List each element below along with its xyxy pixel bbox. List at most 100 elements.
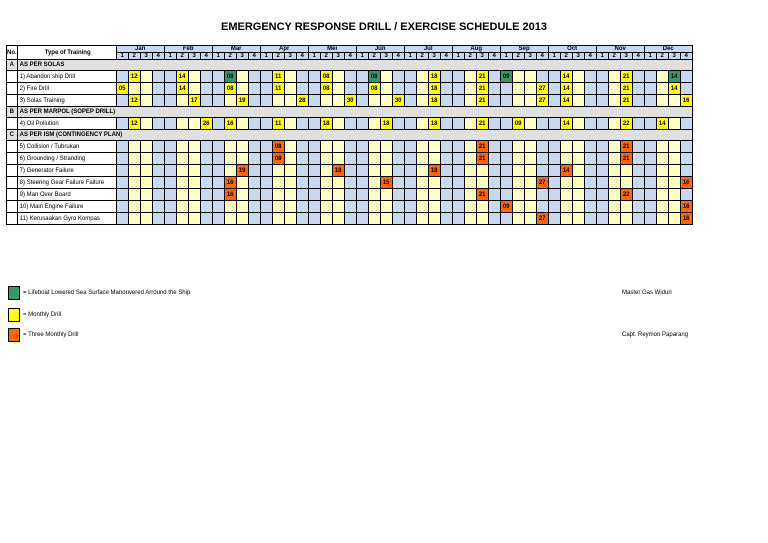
schedule-cell — [295, 70, 309, 83]
legend-three-monthly: = Three Monthly Drill — [23, 332, 79, 338]
drill-date: 14 — [559, 164, 573, 177]
week-header: 4 — [343, 52, 357, 60]
schedule-cell — [343, 212, 357, 225]
schedule-cell — [283, 70, 297, 83]
schedule-cell — [259, 176, 273, 189]
schedule-cell — [259, 152, 273, 165]
schedule-cell — [163, 94, 177, 107]
week-header: 1 — [211, 52, 225, 60]
week-header: 2 — [223, 52, 237, 60]
schedule-cell — [403, 152, 417, 165]
schedule-cell — [283, 200, 297, 213]
schedule-cell — [307, 176, 321, 189]
schedule-cell — [307, 200, 321, 213]
schedule-cell — [211, 188, 225, 201]
drill-date: 16 — [679, 200, 693, 213]
schedule-cell — [667, 200, 681, 213]
schedule-cell — [523, 188, 537, 201]
schedule-cell — [295, 176, 309, 189]
schedule-cell — [379, 94, 393, 107]
schedule-cell — [127, 212, 141, 225]
schedule-cell — [463, 94, 477, 107]
schedule-cell — [259, 200, 273, 213]
schedule-cell — [187, 188, 201, 201]
week-header: 1 — [643, 52, 657, 60]
week-header: 1 — [403, 52, 417, 60]
schedule-cell — [139, 94, 153, 107]
drill-date: 17 — [187, 94, 201, 107]
schedule-cell — [667, 212, 681, 225]
schedule-cell — [355, 82, 369, 95]
drill-date: 28 — [295, 94, 309, 107]
schedule-cell — [199, 164, 213, 177]
week-header: 2 — [271, 52, 285, 60]
schedule-cell — [211, 164, 225, 177]
schedule-cell — [259, 140, 273, 153]
schedule-cell — [247, 117, 261, 130]
schedule-cell — [439, 94, 453, 107]
schedule-cell — [175, 200, 189, 213]
schedule-cell — [667, 152, 681, 165]
schedule-cell — [571, 176, 585, 189]
schedule-cell — [511, 164, 525, 177]
schedule-cell — [283, 140, 297, 153]
schedule-cell — [595, 82, 609, 95]
schedule-cell — [319, 200, 333, 213]
schedule-cell — [247, 200, 261, 213]
table-row: 2) Fire Drill 05 14 08 11 08 08 18 21 27 14 21 14 — [6, 82, 693, 95]
schedule-cell — [379, 164, 393, 177]
schedule-cell — [295, 140, 309, 153]
schedule-cell — [583, 94, 597, 107]
training-type: 8) Steering Gear Failure Failure — [16, 176, 117, 189]
week-header: 3 — [475, 52, 489, 60]
drill-date: 14 — [175, 70, 189, 83]
schedule-cell — [511, 82, 525, 95]
schedule-cell — [415, 82, 429, 95]
schedule-cell — [283, 212, 297, 225]
schedule-cell — [667, 94, 681, 107]
schedule-cell — [139, 152, 153, 165]
schedule-cell — [523, 82, 537, 95]
schedule-cell — [523, 152, 537, 165]
schedule-cell — [427, 188, 441, 201]
schedule-cell — [451, 164, 465, 177]
schedule-cell — [439, 200, 453, 213]
schedule-cell — [595, 188, 609, 201]
drill-date: 12 — [127, 117, 141, 130]
schedule-cell — [583, 152, 597, 165]
schedule-cell — [259, 82, 273, 95]
schedule-cell — [643, 82, 657, 95]
schedule-cell — [115, 212, 129, 225]
schedule-cell — [367, 212, 381, 225]
schedule-cell — [655, 164, 669, 177]
schedule-cell — [595, 117, 609, 130]
section-code: B — [6, 106, 18, 118]
schedule-cell — [559, 140, 573, 153]
schedule-cell — [247, 94, 261, 107]
schedule-cell — [607, 70, 621, 83]
schedule-cell — [343, 200, 357, 213]
schedule-cell — [547, 94, 561, 107]
schedule-cell — [379, 152, 393, 165]
schedule-cell — [679, 164, 693, 177]
schedule-cell — [307, 70, 321, 83]
schedule-cell — [271, 200, 285, 213]
week-header: 3 — [427, 52, 441, 60]
schedule-cell — [547, 212, 561, 225]
schedule-cell — [547, 70, 561, 83]
schedule-cell — [319, 212, 333, 225]
row-no — [6, 188, 18, 201]
month-header: Sep — [499, 45, 549, 53]
drill-date: 14 — [559, 117, 573, 130]
drill-date: 08 — [223, 82, 237, 95]
month-header: Mar — [211, 45, 261, 53]
schedule-cell — [379, 140, 393, 153]
header-no: No. — [6, 45, 18, 60]
drill-date: 16 — [679, 176, 693, 189]
schedule-cell — [583, 164, 597, 177]
week-header: 2 — [463, 52, 477, 60]
schedule-cell — [247, 70, 261, 83]
drill-date: 14 — [559, 94, 573, 107]
schedule-cell — [547, 200, 561, 213]
schedule-cell — [355, 140, 369, 153]
